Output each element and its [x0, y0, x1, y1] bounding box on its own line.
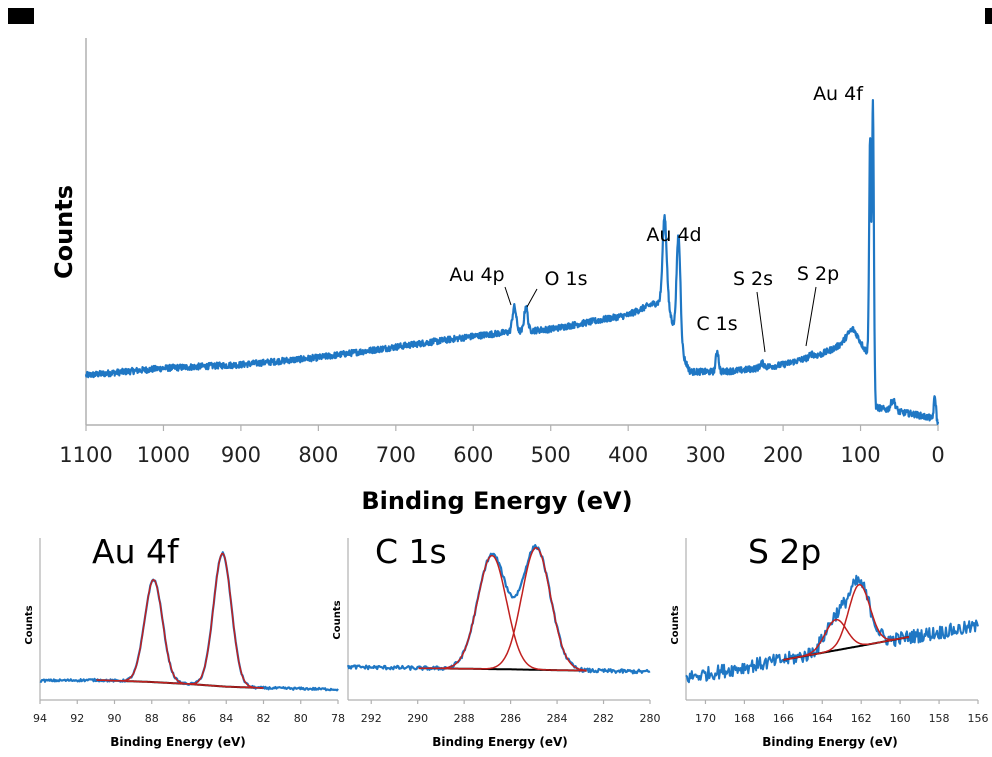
- s2p-fit-component: [783, 583, 910, 661]
- annotation-c1s: C 1s: [696, 313, 737, 335]
- survey-tick-label: 1000: [137, 443, 190, 467]
- survey-tick-label: 300: [686, 443, 726, 467]
- c1s-tick-label: 280: [640, 712, 661, 725]
- survey-tick-label: 400: [608, 443, 648, 467]
- c1s-fit-component: [418, 554, 587, 672]
- au4f-tick-label: 86: [182, 712, 196, 725]
- s2p-tick-label: 158: [929, 712, 950, 725]
- survey-tick-label: 700: [376, 443, 416, 467]
- survey-tick-label: 100: [840, 443, 880, 467]
- c1s-x-axis-label: Binding Energy (eV): [432, 735, 568, 749]
- c1s-tick-label: 292: [361, 712, 382, 725]
- au4f-tick-label: 78: [331, 712, 345, 725]
- c1s-tick-label: 288: [454, 712, 475, 725]
- annotation-au4p: Au 4p: [449, 264, 504, 286]
- c1s-ticks: [370, 700, 651, 704]
- survey-tick-label: 800: [298, 443, 338, 467]
- au4f-panel: 94 92 90 88 86 84 82 80 78 Au 4f Counts Binding …: [24, 532, 345, 749]
- s2p-tick-label: 164: [812, 712, 833, 725]
- survey-tick-label: 600: [453, 443, 493, 467]
- s2p-tick-label: 168: [734, 712, 755, 725]
- c1s-title: C 1s: [375, 532, 447, 571]
- au4f-x-axis-label: Binding Energy (eV): [110, 735, 246, 749]
- s2p-title: S 2p: [748, 532, 821, 571]
- au4f-title: Au 4f: [92, 532, 180, 571]
- survey-spectrum-line: [84, 99, 940, 425]
- survey-tick-labels: 1100 1000 900 800 700 600 500 400 300 200 100 0: [59, 443, 944, 467]
- c1s-fit-component: [418, 547, 587, 672]
- s2p-tick-label: 156: [968, 712, 989, 725]
- survey-panel: 1100 1000 900 800 700 600 500 400 300 200 100 0 Cou…: [50, 38, 945, 515]
- au4f-fit-component: [96, 552, 264, 689]
- au4f-tick-labels: 94 92 90 88 86 84 82 80 78: [33, 712, 345, 725]
- annotation-o1s: O 1s: [545, 268, 588, 290]
- annotation-s2p: S 2p: [797, 263, 839, 285]
- au4f-tick-label: 80: [294, 712, 308, 725]
- s2p-tick-labels: 170 168 166 164 162 160 158 156: [695, 712, 989, 725]
- c1s-panel: 292 290 288 286 284 282 280 C 1s Counts Bindin…: [332, 532, 661, 749]
- s2p-tick-label: 166: [773, 712, 794, 725]
- au4f-ticks: [39, 700, 339, 704]
- au4f-tick-label: 82: [257, 712, 271, 725]
- c1s-tick-label: 286: [500, 712, 521, 725]
- survey-tick-label: 200: [763, 443, 803, 467]
- c1s-tick-labels: 292 290 288 286 284 282 280: [361, 712, 661, 725]
- s2p-panel: 170 168 166 164 162 160 158 156 S 2p Counts Bin…: [670, 532, 989, 749]
- panel-marker-right: [985, 8, 992, 24]
- c1s-y-axis-label: Counts: [332, 600, 343, 639]
- survey-tick-label: 500: [531, 443, 571, 467]
- s2p-tick-label: 162: [851, 712, 872, 725]
- survey-y-axis-label: Counts: [50, 185, 78, 279]
- s2p-tick-label: 160: [890, 712, 911, 725]
- survey-x-axis-label: Binding Energy (eV): [361, 487, 632, 515]
- s2p-ticks: [704, 700, 979, 704]
- survey-tick-label: 900: [221, 443, 261, 467]
- au4f-tick-label: 92: [70, 712, 84, 725]
- c1s-tick-label: 282: [593, 712, 614, 725]
- au4f-tick-label: 84: [219, 712, 233, 725]
- annotation-au4d: Au 4d: [646, 224, 701, 246]
- s2p-spectrum-line: [685, 574, 979, 684]
- survey-tick-label: 1100: [59, 443, 112, 467]
- s2p-y-axis-label: Counts: [670, 605, 681, 644]
- survey-tick-label: 0: [931, 443, 944, 467]
- c1s-tick-label: 290: [407, 712, 428, 725]
- annotation-s2s-leader: [756, 291, 766, 353]
- s2p-tick-label: 170: [695, 712, 716, 725]
- annotation-o1s-leader: [526, 288, 538, 308]
- s2p-x-axis-label: Binding Energy (eV): [762, 735, 898, 749]
- annotation-au4f: Au 4f: [813, 83, 864, 105]
- survey-ticks: [85, 425, 939, 431]
- c1s-spectrum-line: [346, 544, 651, 675]
- panel-marker-left: [8, 8, 34, 24]
- c1s-tick-label: 284: [547, 712, 568, 725]
- au4f-fit-component: [96, 578, 264, 689]
- au4f-y-axis-label: Counts: [24, 605, 35, 644]
- au4f-tick-label: 90: [108, 712, 122, 725]
- annotation-au4p-leader: [504, 286, 512, 306]
- au4f-tick-label: 94: [33, 712, 47, 725]
- au4f-tick-label: 88: [145, 712, 159, 725]
- annotation-s2p-leader: [805, 286, 817, 347]
- annotation-s2s: S 2s: [733, 268, 773, 290]
- au4f-spectrum-line: [39, 551, 339, 692]
